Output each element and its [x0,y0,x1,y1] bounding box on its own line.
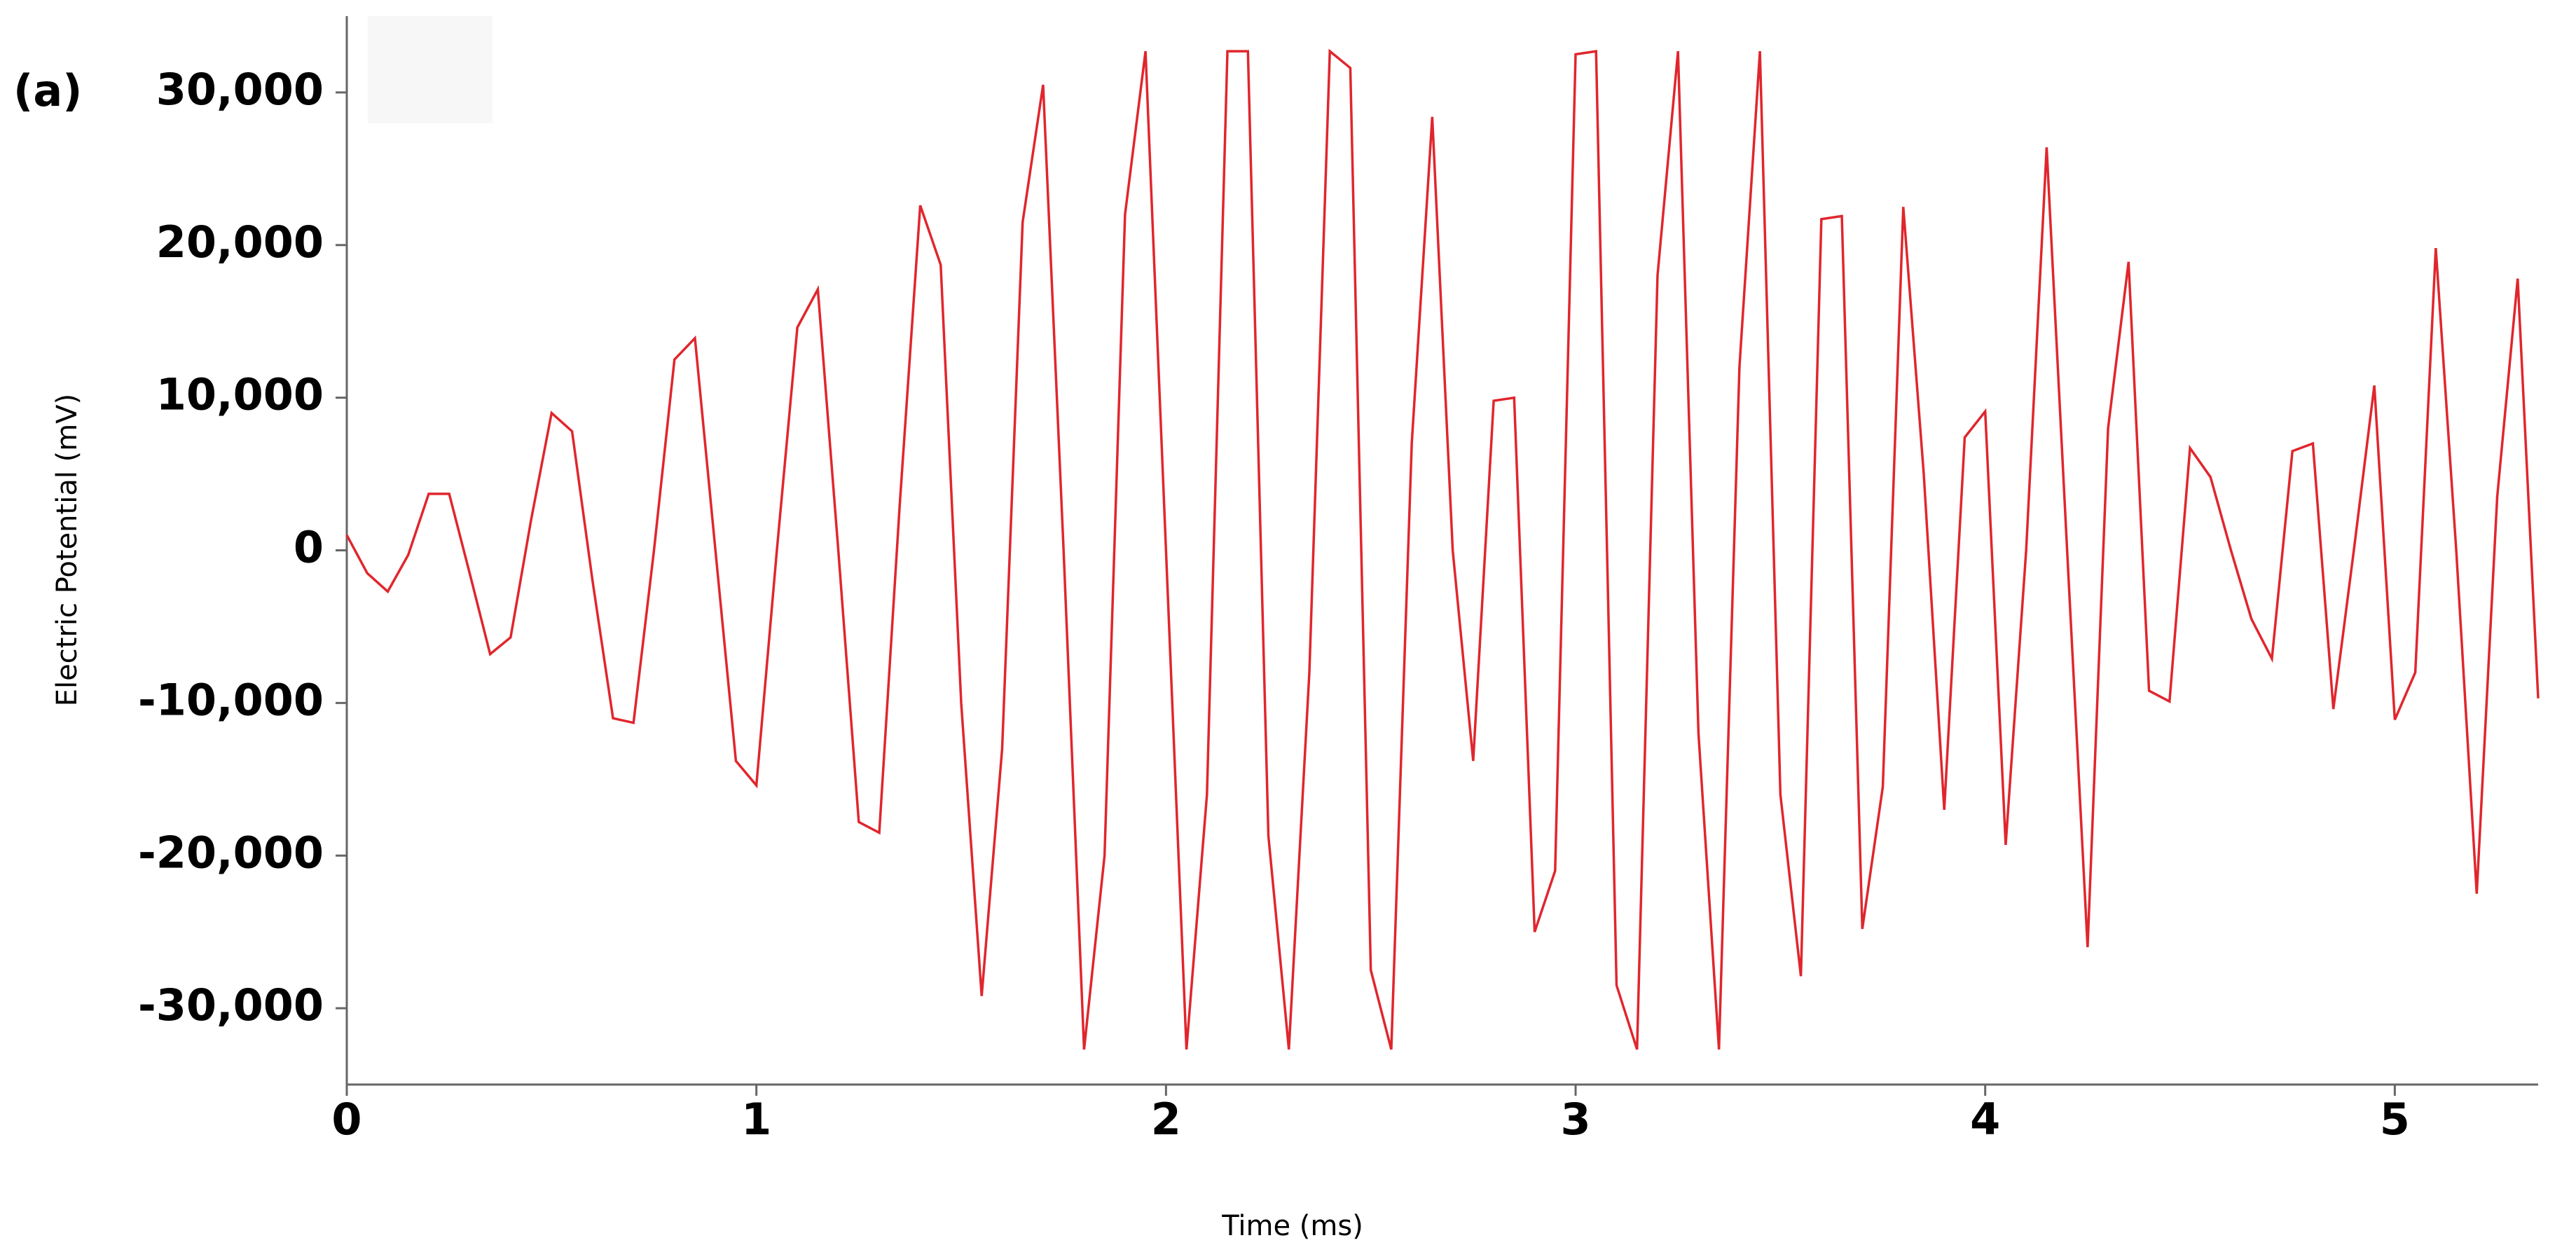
y-tick-label: 30,000 [156,64,324,115]
y-tick-label: 20,000 [156,216,324,268]
y-tick-label: 0 [294,522,324,573]
y-tick-label: 10,000 [156,369,324,420]
y-tick-label: -20,000 [138,827,324,878]
x-tick-label: 1 [741,1094,771,1145]
y-tick-label: -10,000 [138,674,324,725]
x-tick-label: 4 [1970,1094,2000,1145]
y-tick-label: -30,000 [138,979,324,1031]
annotation: (a) [13,65,83,116]
x-tick-label: 3 [1560,1094,1590,1145]
y-axis-title: Electric Potential (mV) [51,394,83,706]
x-tick-label: 2 [1151,1094,1181,1145]
legend-placeholder [368,16,493,123]
x-tick-label: 0 [331,1094,361,1145]
x-axis-title: Time (ms) [1221,1210,1363,1242]
x-tick-label: 5 [2380,1094,2410,1145]
data-line [345,48,2540,1050]
